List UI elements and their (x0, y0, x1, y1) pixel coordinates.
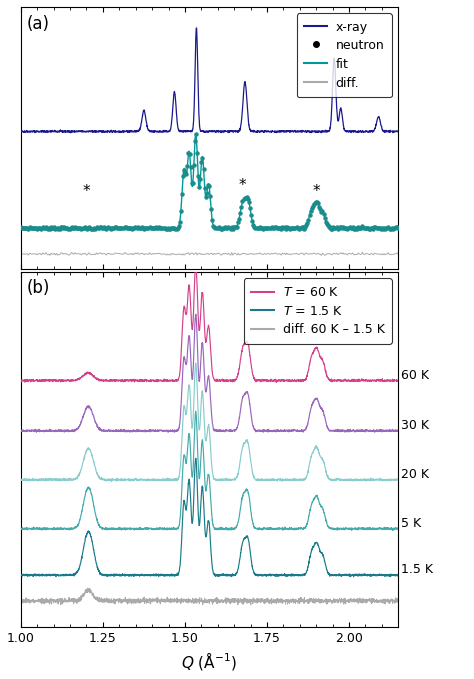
Text: 30 K: 30 K (401, 419, 429, 432)
Text: *: * (239, 178, 246, 193)
Text: (a): (a) (27, 15, 50, 33)
Text: *: * (313, 184, 320, 199)
X-axis label: $Q$ ($\mathrm{\AA}^{-1}$): $Q$ ($\mathrm{\AA}^{-1}$) (182, 650, 237, 672)
Legend: x-ray, neutron, fit, diff.: x-ray, neutron, fit, diff. (297, 13, 392, 97)
Text: (b): (b) (27, 279, 50, 297)
Text: 60 K: 60 K (401, 369, 429, 382)
Text: *: * (82, 184, 91, 199)
Legend: $T$ = 60 K, $T$ = 1.5 K, diff. 60 K – 1.5 K: $T$ = 60 K, $T$ = 1.5 K, diff. 60 K – 1.… (244, 278, 392, 344)
Text: 1.5 K: 1.5 K (401, 564, 433, 576)
Text: 5 K: 5 K (401, 517, 421, 530)
Text: 20 K: 20 K (401, 468, 429, 481)
